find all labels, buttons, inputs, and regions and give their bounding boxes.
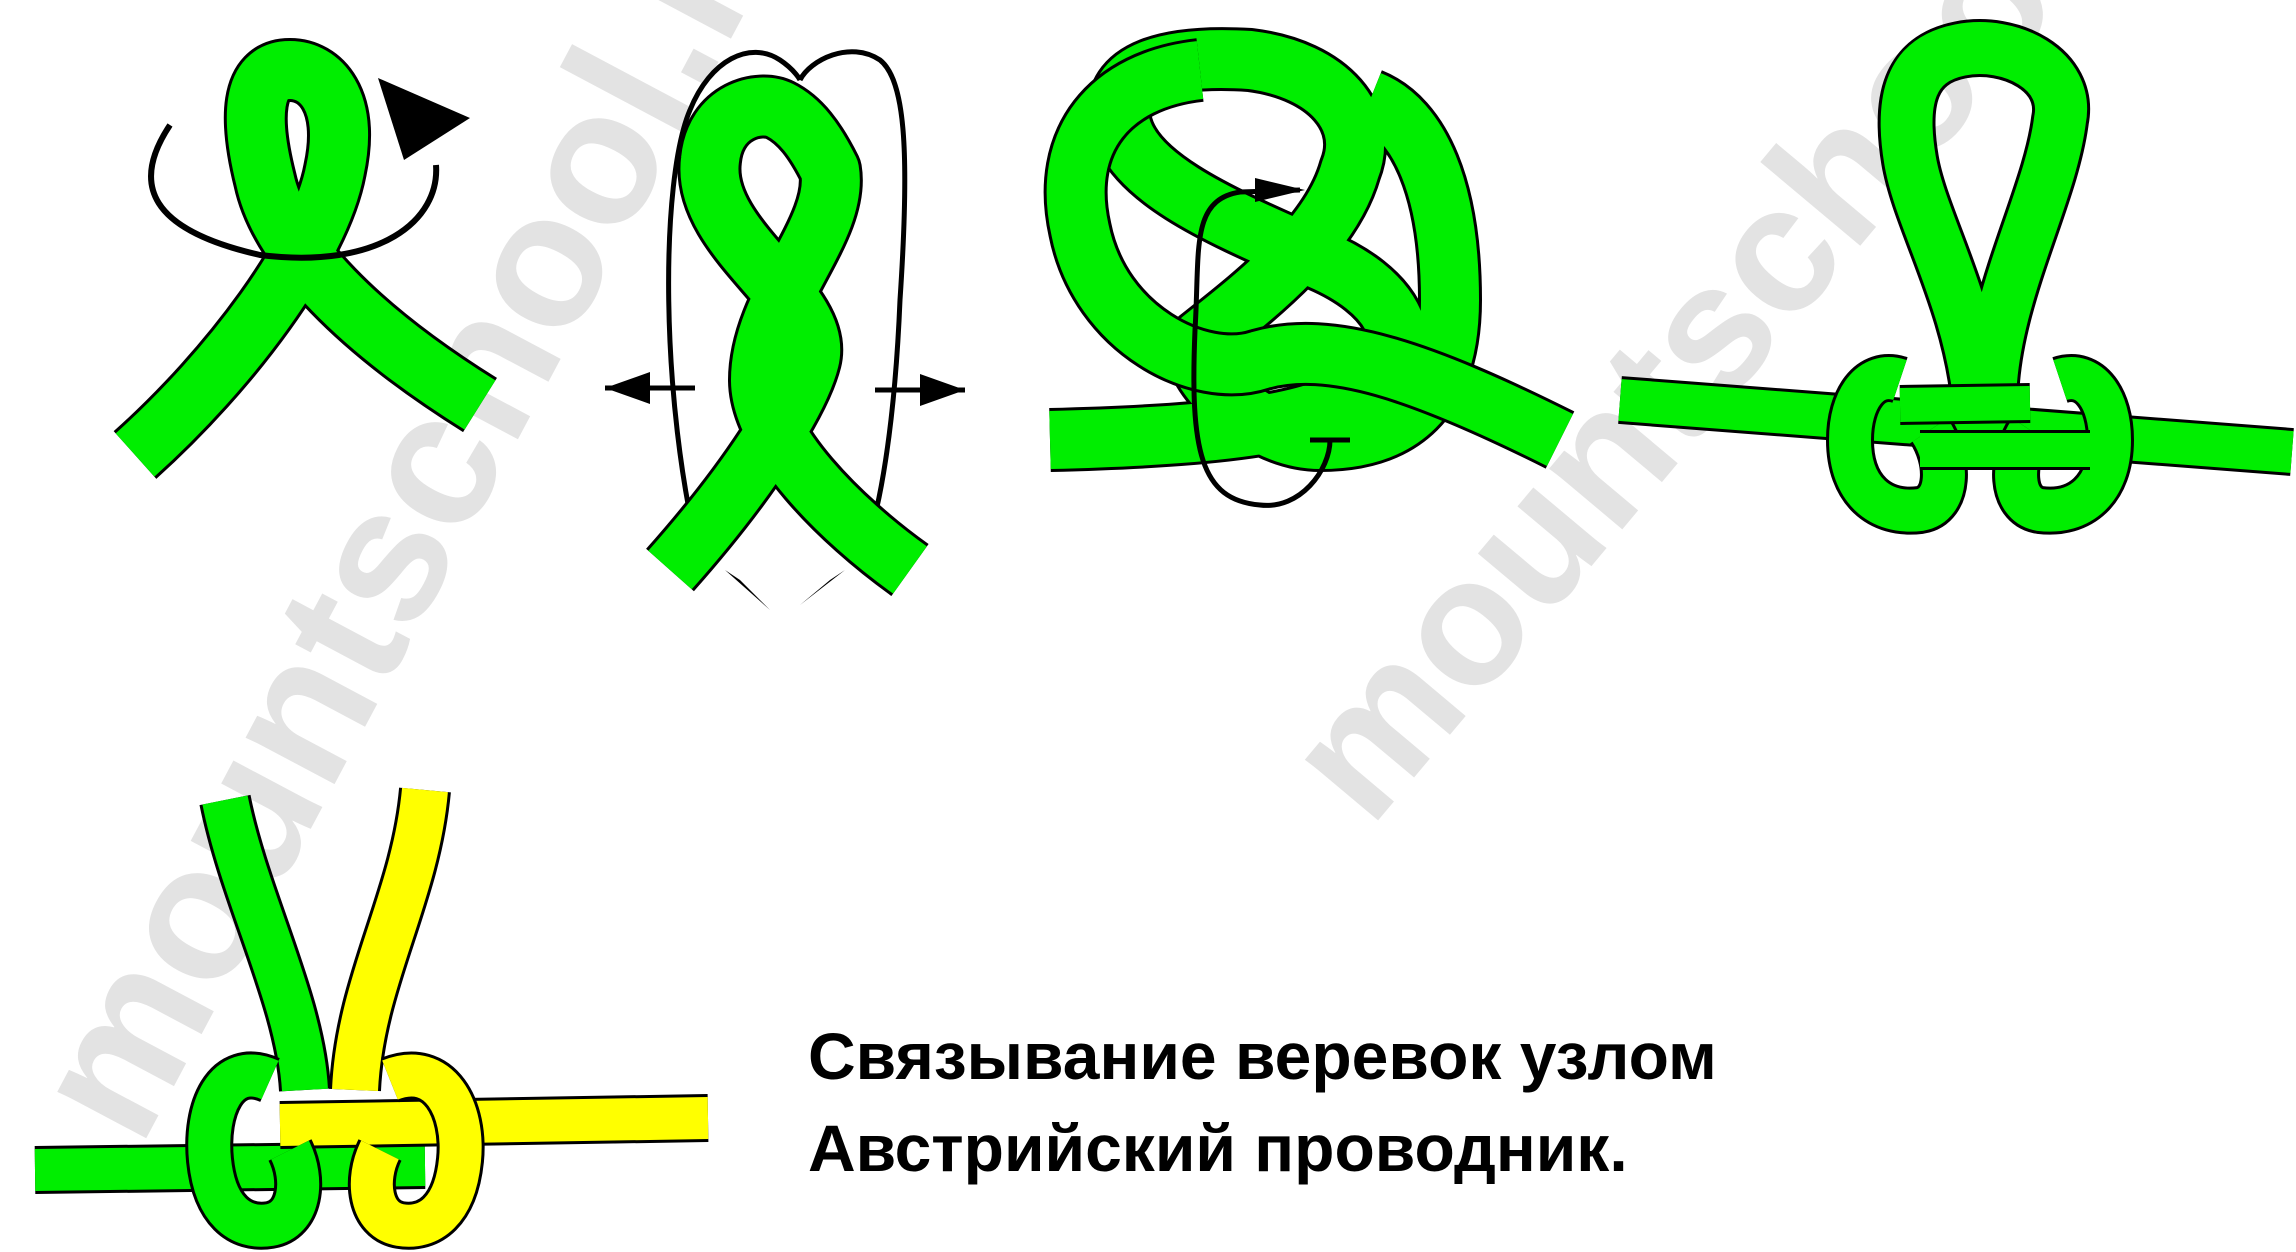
step-2-arrow-down-left — [725, 570, 770, 610]
step-1-arrowhead — [378, 78, 470, 160]
step-2-outline — [666, 49, 908, 562]
step-2-arrow-left — [605, 372, 695, 404]
step-3-rope — [1043, 27, 1575, 472]
step-3-arrowhead — [1255, 178, 1305, 202]
caption-line-2: Австрийский проводник. — [808, 1111, 1628, 1185]
step-4-loop — [1877, 19, 2090, 409]
step-3-knot — [1043, 27, 1575, 508]
step-5-yellow-loop — [329, 787, 485, 1250]
caption-line-1: Связывание веревок узлом — [808, 1019, 1717, 1093]
step-4-line — [1618, 376, 2294, 476]
step-2-arrow-right — [875, 374, 965, 406]
caption: Связывание веревок узлом Австрийский про… — [808, 1010, 1717, 1194]
step-1-path-arrow — [148, 123, 440, 261]
step-2-figure-eight — [605, 49, 965, 610]
step-5-yellow-line — [279, 1094, 709, 1149]
step-1-rope — [113, 38, 497, 479]
step-3-path-arrow — [1191, 187, 1333, 508]
step-2-arrow-down-right — [800, 570, 845, 605]
step-5-green-loop — [185, 794, 331, 1250]
step-4-finished — [1618, 19, 2294, 535]
step-5-two-ropes — [34, 787, 709, 1250]
step-4-wraps — [1826, 354, 2134, 535]
step-1-loop — [113, 38, 497, 479]
step-2-rope — [646, 74, 929, 597]
